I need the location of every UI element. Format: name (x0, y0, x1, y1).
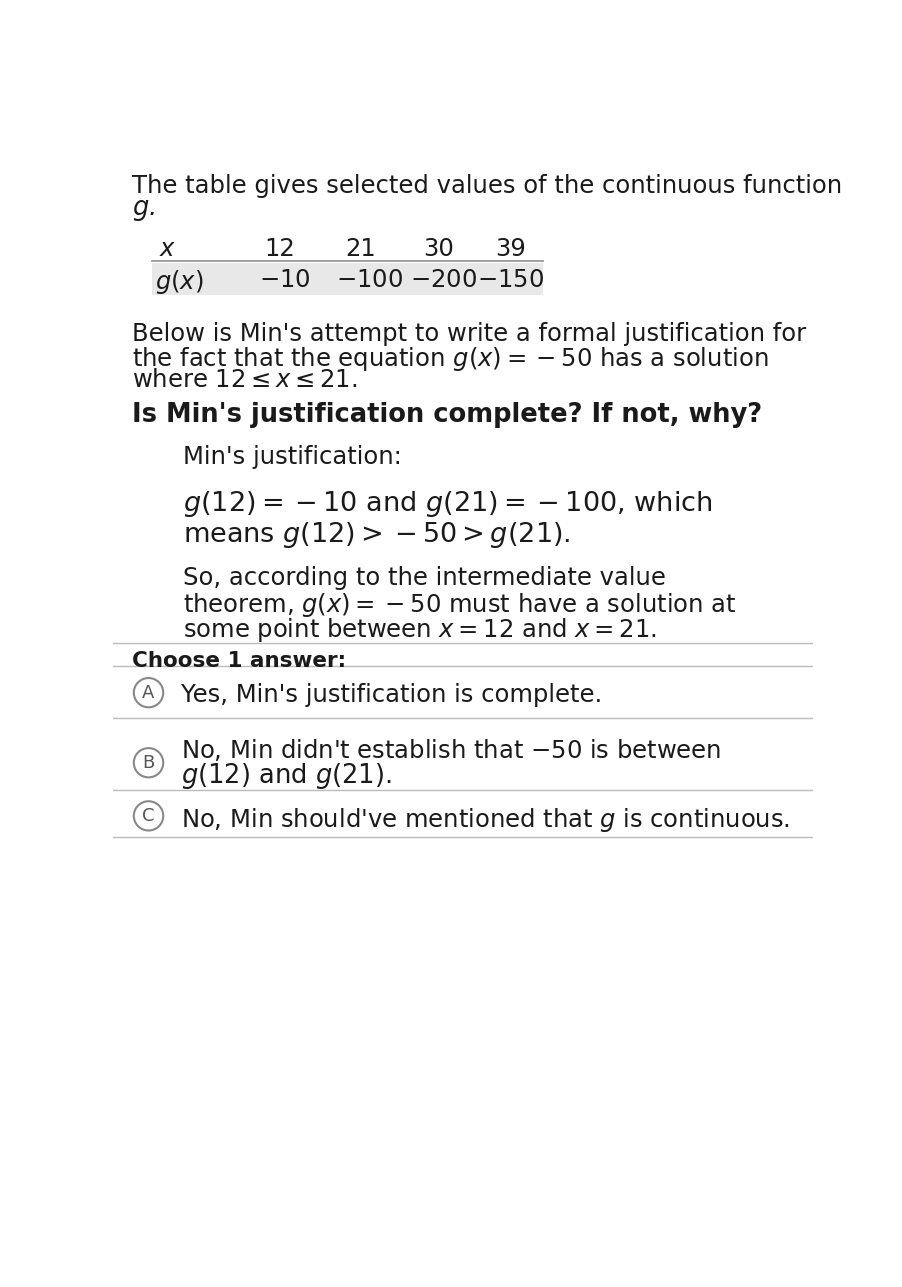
Text: $g$.: $g$. (132, 197, 155, 223)
Text: 39: 39 (494, 237, 525, 261)
Text: the fact that the equation $g(x) = -50$ has a solution: the fact that the equation $g(x) = -50$ … (132, 345, 768, 373)
Text: $g(12) = -10$ and $g(21) = -100$, which: $g(12) = -10$ and $g(21) = -100$, which (182, 489, 712, 520)
Text: $g(12)$ and $g(21)$.: $g(12)$ and $g(21)$. (181, 761, 391, 792)
Text: $x$: $x$ (159, 237, 177, 261)
Text: $-100$: $-100$ (336, 268, 402, 292)
Text: Choose 1 answer:: Choose 1 answer: (132, 651, 346, 671)
Text: No, Min didn't establish that $-50$ is between: No, Min didn't establish that $-50$ is b… (181, 737, 721, 763)
Bar (152, 263, 542, 295)
Text: Min's justification:: Min's justification: (182, 445, 401, 468)
Text: No, Min should've mentioned that $g$ is continuous.: No, Min should've mentioned that $g$ is … (181, 806, 789, 834)
Text: B: B (143, 754, 154, 772)
Text: 12: 12 (263, 237, 294, 261)
Text: $-200$: $-200$ (410, 268, 476, 292)
Text: theorem, $g(x) = -50$ must have a solution at: theorem, $g(x) = -50$ must have a soluti… (182, 591, 735, 619)
Text: A: A (143, 683, 154, 701)
Text: So, according to the intermediate value: So, according to the intermediate value (182, 566, 665, 591)
Text: 30: 30 (422, 237, 453, 261)
Text: 21: 21 (345, 237, 376, 261)
Text: $-10$: $-10$ (258, 268, 310, 292)
Text: Yes, Min's justification is complete.: Yes, Min's justification is complete. (181, 683, 602, 708)
Text: Is Min's justification complete? If not, why?: Is Min's justification complete? If not,… (132, 403, 761, 429)
Text: where $12 \leq x \leq 21$.: where $12 \leq x \leq 21$. (132, 368, 357, 391)
Text: $-150$: $-150$ (476, 268, 544, 292)
Text: some point between $x = 12$ and $x = 21$.: some point between $x = 12$ and $x = 21$… (182, 615, 656, 644)
Text: $g(x)$: $g(x)$ (155, 268, 204, 296)
Text: C: C (143, 807, 154, 825)
Text: The table gives selected values of the continuous function: The table gives selected values of the c… (132, 174, 842, 198)
Text: Below is Min's attempt to write a formal justification for: Below is Min's attempt to write a formal… (132, 322, 805, 345)
Text: means $g(12) > -50 > g(21)$.: means $g(12) > -50 > g(21)$. (182, 520, 569, 550)
